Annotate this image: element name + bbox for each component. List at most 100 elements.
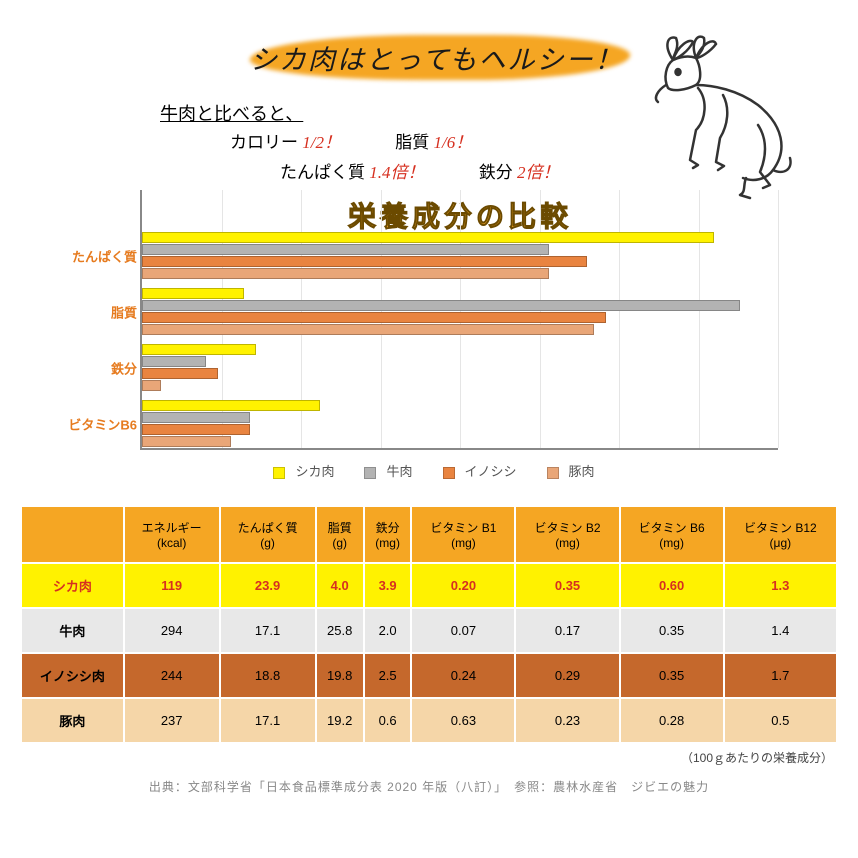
table-cell: 0.60	[620, 563, 724, 608]
table-cell: 237	[124, 698, 220, 743]
bar	[142, 288, 244, 299]
column-header: ビタミン B1(mg)	[411, 506, 515, 563]
table-corner	[21, 506, 124, 563]
legend-item: シカ肉	[263, 461, 334, 480]
table-cell: 0.35	[515, 563, 619, 608]
calorie-value: 1/2！	[302, 133, 341, 152]
table-row: イノシシ肉24418.819.82.50.240.290.351.7	[21, 653, 837, 698]
category-label: 鉄分	[62, 359, 137, 378]
table-cell: 0.35	[620, 608, 724, 653]
table-note: （100ｇあたりの栄養成分）	[20, 749, 833, 766]
compare-line-1: カロリー 1/2！ 脂質 1/6！	[230, 128, 522, 153]
nutrition-chart: 栄養成分の比較 たんぱく質脂質鉄分ビタミンB6 シカ肉牛肉イノシシ豚肉	[60, 190, 798, 490]
column-header: たんぱく質(g)	[220, 506, 316, 563]
bar	[142, 300, 740, 311]
table-row: シカ肉11923.94.03.90.200.350.601.3	[21, 563, 837, 608]
table-cell: 25.8	[316, 608, 364, 653]
legend-swatch	[443, 467, 455, 479]
chart-legend: シカ肉 牛肉 イノシシ 豚肉	[60, 461, 798, 480]
protein-value: 1.4倍！	[369, 163, 424, 182]
subtitle: 牛肉と比べると、	[160, 100, 303, 126]
calorie-label: カロリー	[230, 133, 298, 152]
bar	[142, 380, 161, 391]
category-label: ビタミンB6	[62, 415, 137, 434]
plot-area: 栄養成分の比較 たんぱく質脂質鉄分ビタミンB6	[140, 190, 778, 450]
bar	[142, 424, 250, 435]
legend-item: 豚肉	[537, 461, 595, 480]
bar	[142, 356, 206, 367]
table-cell: 19.8	[316, 653, 364, 698]
table-cell: 23.9	[220, 563, 316, 608]
column-header: 脂質(g)	[316, 506, 364, 563]
nutrition-table: エネルギー(kcal)たんぱく質(g)脂質(g)鉄分(mg)ビタミン B1(mg…	[20, 505, 838, 744]
iron-value: 2倍！	[517, 163, 560, 182]
table-cell: 0.35	[620, 653, 724, 698]
category-label: 脂質	[62, 303, 137, 322]
table-cell: 244	[124, 653, 220, 698]
table-cell: 0.28	[620, 698, 724, 743]
category-label: たんぱく質	[62, 247, 137, 266]
table-cell: 0.23	[515, 698, 619, 743]
header: シカ肉はとってもヘルシー！ 牛肉と比べると、 カロリー 1/2！ 脂質 1/6！…	[20, 10, 838, 180]
table-cell: 1.4	[724, 608, 837, 653]
iron-label: 鉄分	[479, 163, 513, 182]
column-header: ビタミン B2(mg)	[515, 506, 619, 563]
column-header: ビタミン B12(μg)	[724, 506, 837, 563]
table-cell: 0.5	[724, 698, 837, 743]
table-cell: 18.8	[220, 653, 316, 698]
table-cell: 0.07	[411, 608, 515, 653]
table-cell: 294	[124, 608, 220, 653]
legend-swatch	[273, 467, 285, 479]
column-header: ビタミン B6(mg)	[620, 506, 724, 563]
legend-item: 牛肉	[354, 461, 412, 480]
row-label: 豚肉	[21, 698, 124, 743]
bar	[142, 412, 250, 423]
table-cell: 119	[124, 563, 220, 608]
table-cell: 17.1	[220, 608, 316, 653]
row-label: イノシシ肉	[21, 653, 124, 698]
table-cell: 0.63	[411, 698, 515, 743]
bar-group: たんぱく質	[142, 232, 778, 280]
bar	[142, 312, 606, 323]
bar	[142, 400, 320, 411]
table-cell: 0.17	[515, 608, 619, 653]
table-cell: 0.6	[364, 698, 411, 743]
table-cell: 3.9	[364, 563, 411, 608]
protein-label: たんぱく質	[280, 163, 365, 182]
bar	[142, 256, 587, 267]
table-cell: 0.24	[411, 653, 515, 698]
compare-line-2: たんぱく質 1.4倍！ 鉄分 2倍！	[280, 158, 610, 183]
fat-label: 脂質	[395, 133, 429, 152]
table-row: 牛肉29417.125.82.00.070.170.351.4	[21, 608, 837, 653]
row-label: 牛肉	[21, 608, 124, 653]
row-label: シカ肉	[21, 563, 124, 608]
bar	[142, 324, 594, 335]
bar-group: 鉄分	[142, 344, 778, 392]
table-cell: 0.29	[515, 653, 619, 698]
bar	[142, 436, 231, 447]
table-cell: 2.0	[364, 608, 411, 653]
column-header: エネルギー(kcal)	[124, 506, 220, 563]
column-header: 鉄分(mg)	[364, 506, 411, 563]
table-row: 豚肉23717.119.20.60.630.230.280.5	[21, 698, 837, 743]
legend-item: イノシシ	[433, 461, 517, 480]
bar-group: 脂質	[142, 288, 778, 336]
bar	[142, 268, 549, 279]
legend-swatch	[364, 467, 376, 479]
bar	[142, 244, 549, 255]
bar-group: ビタミンB6	[142, 400, 778, 448]
table-cell: 1.7	[724, 653, 837, 698]
bar	[142, 232, 714, 243]
deer-icon	[618, 30, 818, 200]
table-cell: 19.2	[316, 698, 364, 743]
table-cell: 4.0	[316, 563, 364, 608]
table-cell: 2.5	[364, 653, 411, 698]
fat-value: 1/6！	[433, 133, 472, 152]
main-title: シカ肉はとってもヘルシー！	[250, 38, 624, 77]
bar	[142, 368, 218, 379]
legend-swatch	[547, 467, 559, 479]
grid-line	[778, 190, 779, 448]
table-cell: 1.3	[724, 563, 837, 608]
table-cell: 17.1	[220, 698, 316, 743]
source-text: 出典：文部科学省「日本食品標準成分表 2020 年版（八訂）」 参照：農林水産省…	[20, 778, 838, 795]
